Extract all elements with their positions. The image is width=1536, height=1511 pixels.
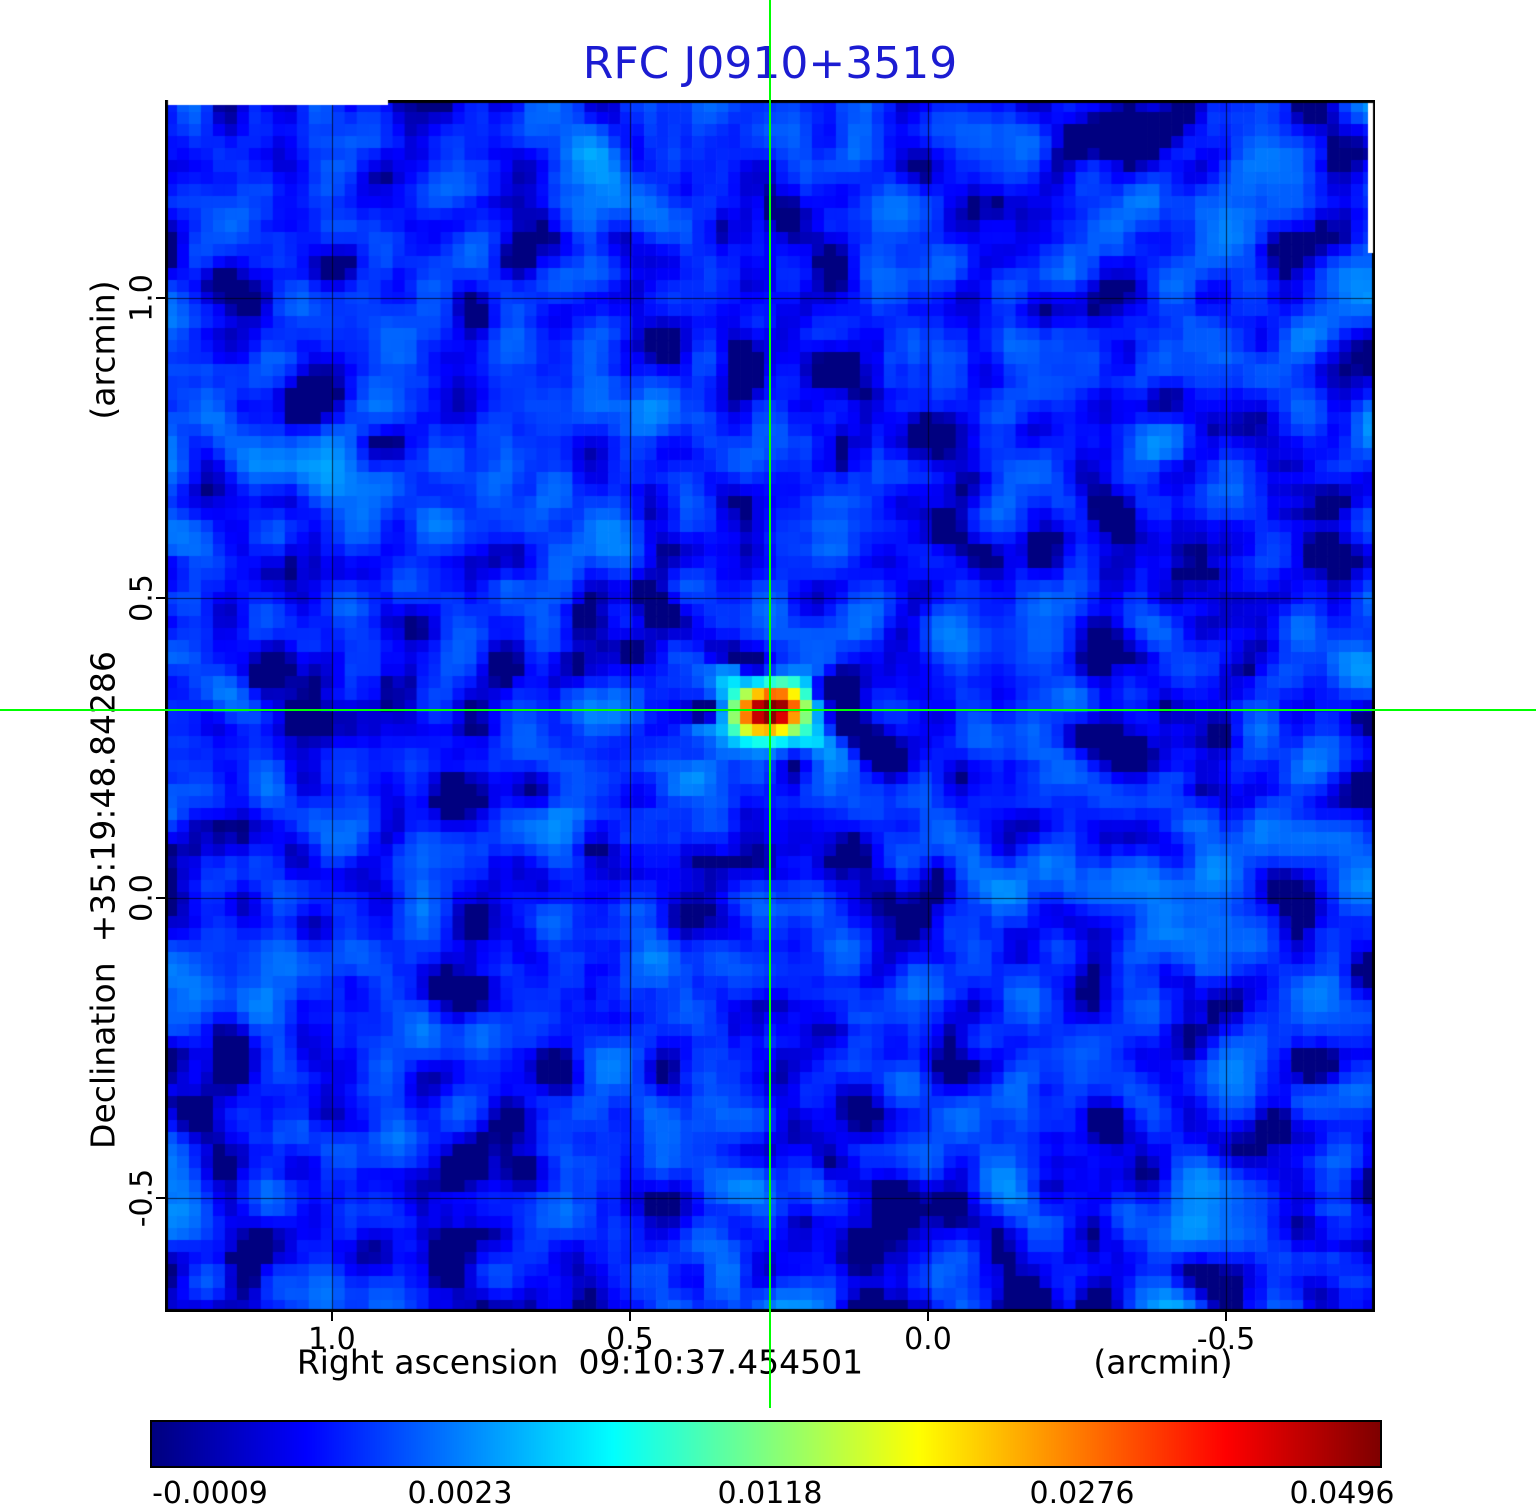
x-tick-label: 0.0 [904, 1322, 952, 1357]
x-tick-label: -0.5 [1196, 1322, 1256, 1357]
x-tick-mark [330, 1312, 333, 1321]
x-axis-unit-label: (arcmin) [1093, 1342, 1233, 1382]
x-tick-mark [628, 1312, 631, 1321]
y-tick-label: -0.5 [124, 1168, 160, 1228]
y-tick-mark [156, 897, 165, 899]
x-tick-mark [1224, 1312, 1227, 1321]
colorbar-tick-label: -0.0009 [152, 1476, 268, 1511]
y-tick-mark [156, 1197, 165, 1199]
sky-map-canvas [165, 100, 1375, 1312]
x-axis-label: Right ascension 09:10:37.454501 [297, 1343, 863, 1382]
colorbar-tick-label: 0.0023 [407, 1476, 513, 1511]
page-title: RFC J0910+3519 [582, 38, 958, 89]
x-axis-title: Right ascension [296, 1342, 559, 1382]
colorbar-tick-label: 0.0276 [1029, 1476, 1135, 1511]
x-tick-label: 1.0 [308, 1322, 356, 1357]
y-axis-label: Declination +35:19:48.84286 [84, 651, 123, 1149]
y-tick-mark [156, 297, 165, 299]
y-axis-title: Declination [83, 962, 123, 1149]
colorbar-tick-label: 0.0496 [1289, 1476, 1395, 1511]
y-tick-label: 0.0 [124, 874, 160, 922]
y-axis-coordinate: +35:19:48.84286 [83, 651, 123, 943]
sky-map-plot [165, 100, 1375, 1312]
colorbar [150, 1420, 1382, 1468]
y-tick-mark [156, 597, 165, 599]
y-tick-label: 0.5 [124, 574, 160, 622]
colorbar-canvas [152, 1422, 1380, 1466]
colorbar-tick-label: 0.0118 [717, 1476, 823, 1511]
x-tick-label: 0.5 [606, 1322, 654, 1357]
y-axis-unit-label: (arcmin) [83, 280, 123, 420]
y-tick-label: 1.0 [124, 274, 160, 322]
x-axis-coordinate: 09:10:37.454501 [578, 1342, 864, 1382]
x-tick-mark [926, 1312, 929, 1321]
